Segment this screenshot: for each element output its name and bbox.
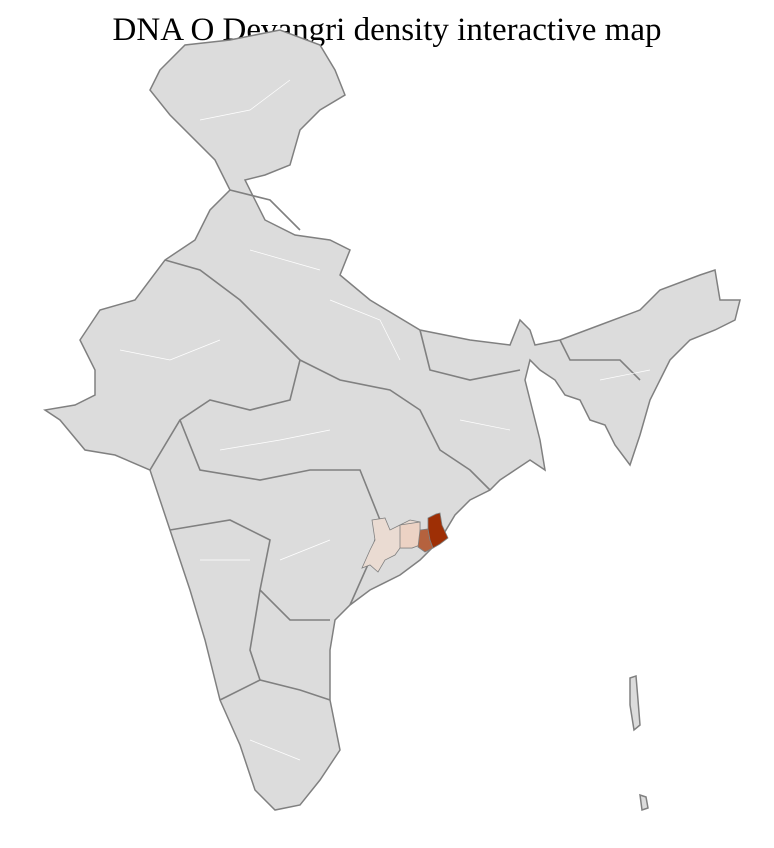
india-mainland[interactable] bbox=[43, 29, 741, 811]
andaman-islands[interactable] bbox=[629, 674, 641, 732]
map-title: DNA O Devangri density interactive map bbox=[112, 12, 662, 48]
district-low-density[interactable] bbox=[399, 521, 421, 549]
district-borders bbox=[119, 79, 651, 761]
india-outline bbox=[43, 29, 741, 811]
density-highlights bbox=[361, 512, 449, 573]
district-highest-density[interactable] bbox=[427, 512, 449, 549]
nicobar-islands[interactable] bbox=[639, 793, 649, 811]
